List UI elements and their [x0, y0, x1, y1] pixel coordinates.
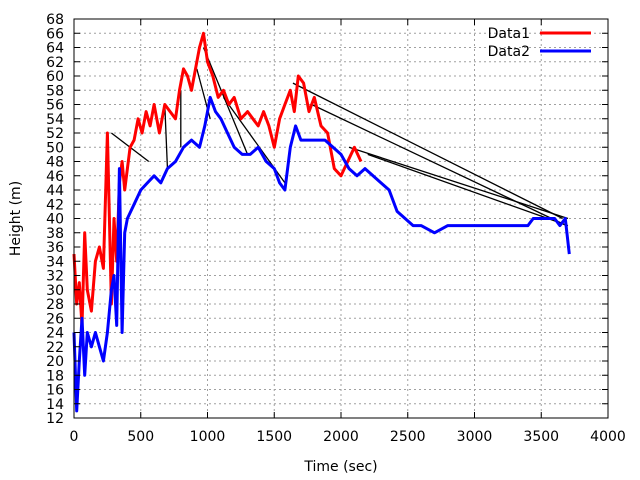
series-line-data1 — [72, 31, 363, 327]
y-tick-label: 60 — [46, 69, 64, 85]
connector-line — [348, 146, 569, 220]
y-tick-label: 34 — [46, 254, 64, 270]
y-tick-label: 66 — [46, 26, 64, 42]
series-line-data2 — [72, 95, 571, 413]
y-axis-title: Height (m) — [8, 181, 24, 256]
y-tick-label: 64 — [46, 41, 64, 57]
y-tick-label: 32 — [46, 269, 64, 285]
y-tick-label: 40 — [46, 212, 64, 228]
x-axis-title: Time (sec) — [303, 459, 377, 475]
y-tick-label: 36 — [46, 240, 64, 256]
x-tick-label: 2000 — [323, 429, 359, 445]
y-tick-label: 54 — [46, 112, 64, 128]
x-tick-label: 2500 — [390, 429, 426, 445]
x-tick-label: 3500 — [523, 429, 559, 445]
y-tick-label: 50 — [46, 140, 64, 156]
y-tick-label: 46 — [46, 169, 64, 185]
y-tick-label: 20 — [46, 354, 64, 370]
series-group — [72, 31, 571, 413]
y-tick-label: 48 — [46, 155, 64, 171]
y-tick-label: 44 — [46, 183, 64, 199]
x-axis-ticks: 0 500 1000 1500 2000 2500 3000 3500 4000 — [70, 19, 626, 445]
y-tick-label: 12 — [46, 411, 64, 427]
connector-line — [164, 104, 169, 169]
y-tick-label: 52 — [46, 126, 64, 142]
x-tick-label: 1000 — [190, 429, 226, 445]
y-tick-label: 68 — [46, 12, 64, 28]
y-tick-label: 56 — [46, 98, 64, 114]
y-tick-label: 24 — [46, 326, 64, 342]
y-tick-label: 62 — [46, 55, 64, 71]
y-tick-label: 42 — [46, 197, 64, 213]
connector-line — [311, 103, 567, 227]
legend: Data1 Data2 — [488, 26, 591, 60]
y-tick-label: 18 — [46, 368, 64, 384]
grid-lines — [74, 19, 608, 418]
x-tick-label: 0 — [70, 429, 79, 445]
y-tick-label: 16 — [46, 383, 64, 399]
y-tick-label: 38 — [46, 226, 64, 242]
x-tick-label: 1500 — [256, 429, 292, 445]
y-axis-ticks: 1214161820222426283032343638404244464850… — [46, 12, 608, 427]
x-tick-label: 3000 — [457, 429, 493, 445]
y-tick-label: 30 — [46, 283, 64, 299]
y-tick-label: 28 — [46, 297, 64, 313]
connector-line — [292, 82, 563, 220]
y-tick-label: 22 — [46, 340, 64, 356]
x-tick-label: 500 — [127, 429, 154, 445]
y-tick-label: 26 — [46, 311, 64, 327]
legend-label: Data2 — [488, 44, 530, 60]
legend-label: Data1 — [488, 26, 530, 42]
y-tick-label: 58 — [46, 83, 64, 99]
connector-line — [367, 153, 569, 227]
y-tick-label: 14 — [46, 397, 64, 413]
x-tick-label: 4000 — [590, 429, 626, 445]
